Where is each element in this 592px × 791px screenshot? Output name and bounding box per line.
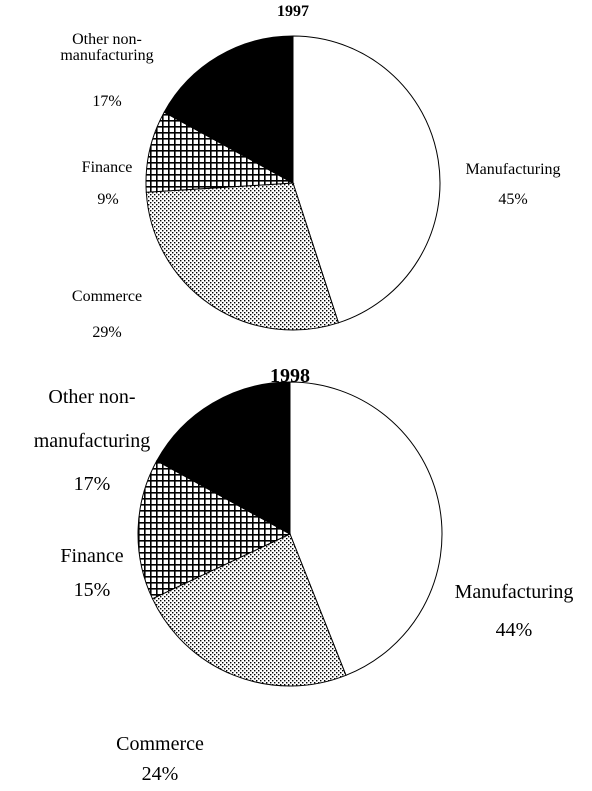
pie-slice (292, 35, 441, 324)
slice-label: Other non-manufacturing (60, 31, 154, 64)
slice-label: Finance (81, 159, 133, 176)
slice-value: 29% (92, 324, 122, 341)
pie-slice (163, 35, 294, 184)
slice-label: Other non-manufacturing (33, 386, 151, 452)
pie-slice (156, 381, 291, 535)
slice-label: Commerce (116, 733, 204, 755)
slice-value: 9% (97, 191, 119, 208)
slice-value: 44% (495, 619, 533, 641)
slice-value: 15% (73, 579, 111, 601)
pie-slice (145, 111, 295, 193)
chart-title: 1997 (277, 3, 309, 20)
slice-value: 45% (498, 191, 528, 208)
slice-value: 17% (73, 473, 111, 495)
slice-label: Manufacturing (454, 581, 574, 603)
slice-value: 17% (92, 93, 122, 110)
pie-slice (137, 460, 292, 600)
pie-slice (151, 533, 347, 687)
slice-value: 24% (141, 763, 179, 785)
slice-label: Finance (60, 545, 124, 567)
pie-slice (289, 381, 443, 676)
slice-label: Manufacturing (465, 161, 561, 178)
chart-title: 1998 (270, 365, 310, 387)
slice-label: Commerce (71, 288, 143, 305)
pie-slice (145, 182, 340, 331)
